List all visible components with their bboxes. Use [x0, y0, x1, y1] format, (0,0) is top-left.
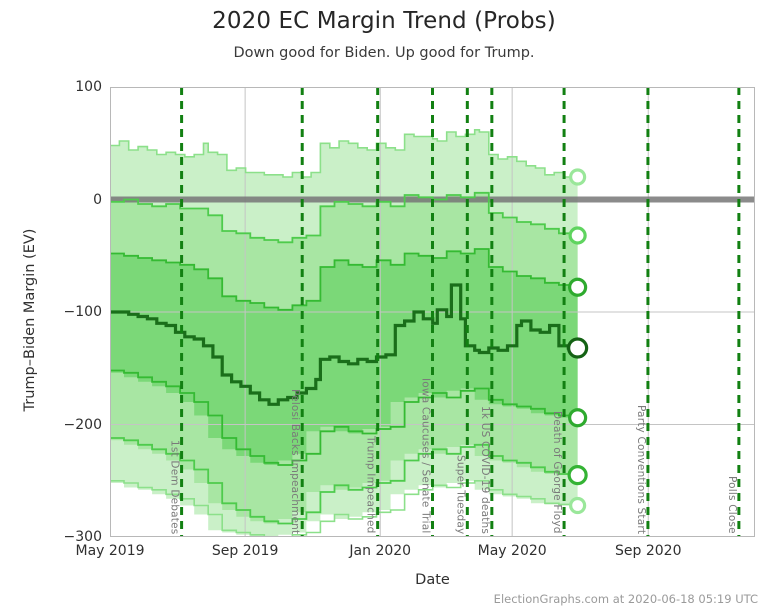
y-axis-ticks: 100 0 −100 −200 −300 [34, 0, 102, 613]
source-credit: ElectionGraphs.com at 2020-06-18 05:19 U… [493, 592, 758, 606]
chart-subtitle: Down good for Biden. Up good for Trump. [233, 45, 535, 61]
x-tick-label: Sep 2019 [211, 543, 279, 559]
x-tick-label: Jan 2020 [349, 543, 412, 559]
event-label: Pelosi Backs Impeachment [289, 388, 302, 534]
event-label: 1k US COVID-19 deaths [478, 405, 491, 534]
event-label: Death of George Floyd [551, 411, 564, 534]
event-label: 1st Dem Debates [168, 439, 181, 534]
x-tick-label: May 2020 [477, 543, 547, 559]
event-label: Super Tuesday [454, 454, 467, 534]
y-tick-label: −100 [63, 304, 102, 320]
event-label: Iowa Caucuses / Senate Trial [419, 378, 432, 534]
y-tick-label: −200 [63, 416, 102, 433]
x-axis-label: Date [415, 572, 450, 588]
event-label: Polls Close [725, 476, 738, 534]
y-tick-label: 0 [93, 191, 102, 208]
y-tick-label: −300 [63, 529, 102, 545]
x-tick-label: Sep 2020 [615, 543, 682, 559]
event-label: Party Conventions Start [634, 404, 647, 534]
chart-title: 2020 EC Margin Trend (Probs) [212, 8, 556, 34]
x-tick-label: May 2019 [75, 543, 145, 559]
y-tick-label: 100 [75, 79, 102, 95]
event-label: Trump Impeached [364, 436, 377, 534]
